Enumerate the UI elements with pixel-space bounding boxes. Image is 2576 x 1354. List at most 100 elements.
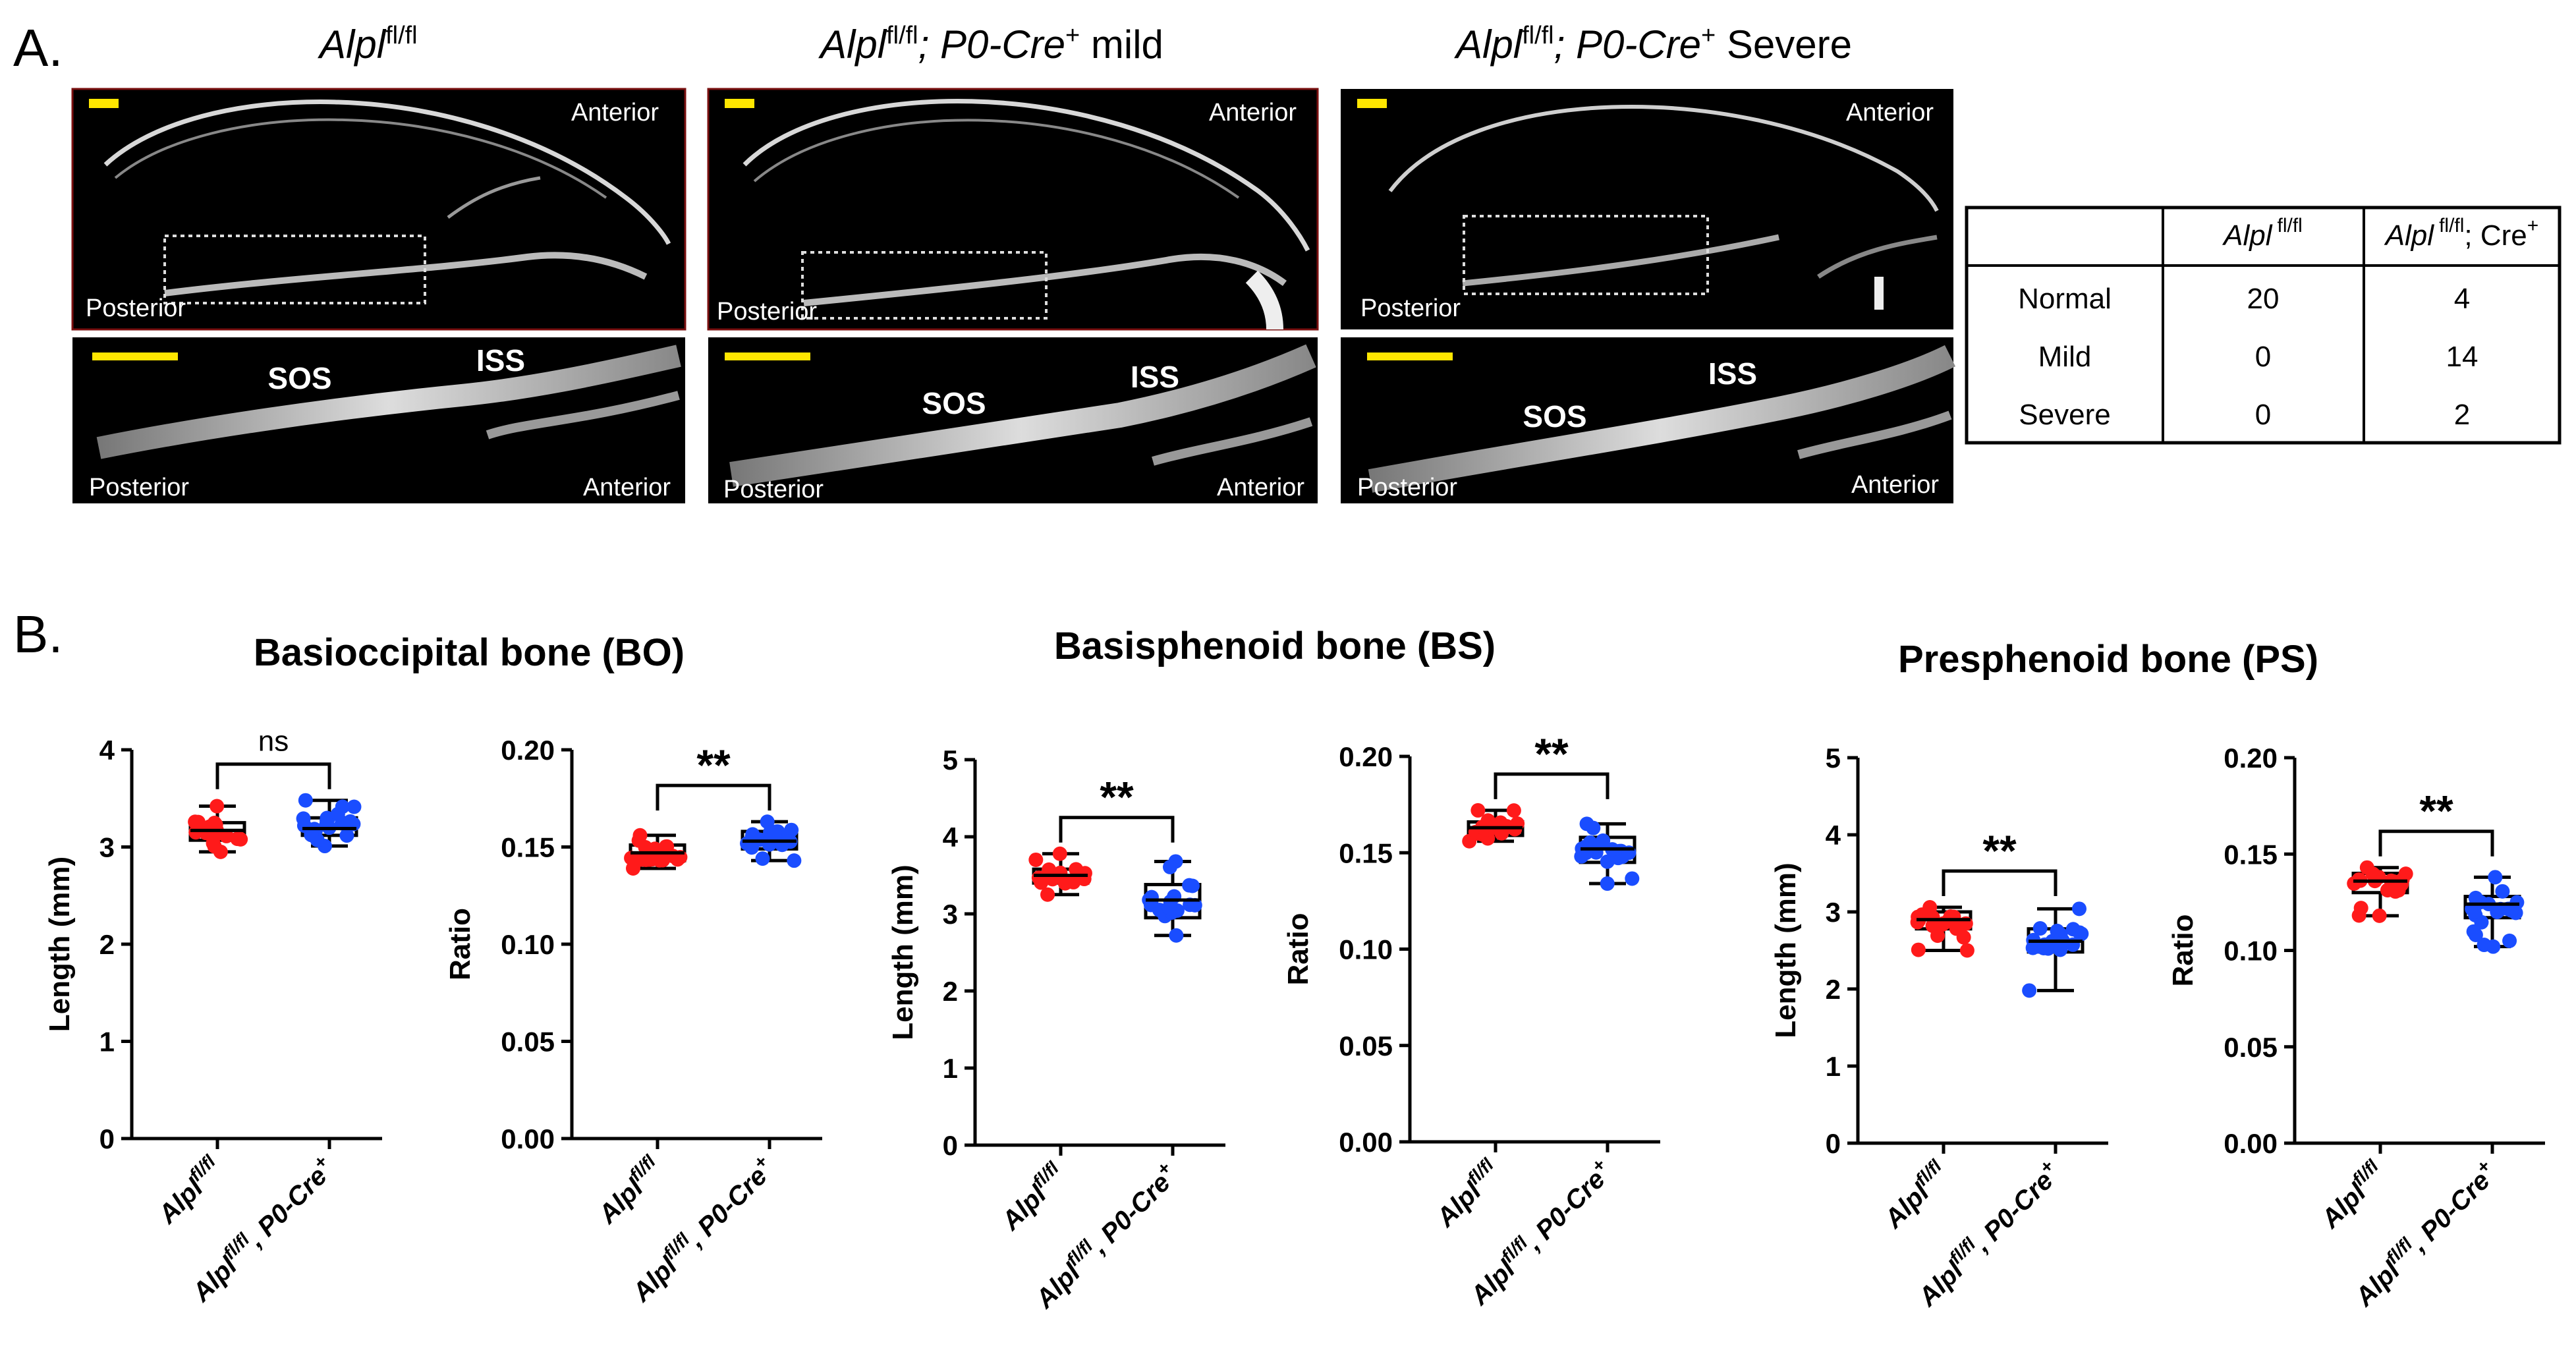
- y-tick-label: 3: [943, 899, 958, 930]
- box-control: [1028, 846, 1092, 902]
- y-tick-label: 0.10: [2224, 936, 2278, 967]
- data-point: [1028, 852, 1044, 867]
- significance-label: **: [1534, 729, 1569, 778]
- data-point: [646, 843, 661, 859]
- data-point: [1077, 866, 1092, 881]
- scan-overview-3: Anterior Posterior: [1341, 89, 1953, 329]
- y-tick-label: 0.00: [1339, 1127, 1393, 1158]
- table-row-label: Normal: [2018, 283, 2112, 315]
- data-point: [2353, 901, 2368, 916]
- category-label: Alplfl/fl: [150, 1150, 229, 1229]
- y-tick-label: 3: [1826, 897, 1841, 928]
- box-mutant: [296, 793, 362, 854]
- table-cell: 0: [2255, 399, 2271, 431]
- data-point: [347, 799, 362, 814]
- significance-bracket: [215, 762, 331, 789]
- data-point: [1506, 803, 1521, 818]
- data-point: [2504, 903, 2519, 918]
- table-cell: 2: [2454, 399, 2470, 431]
- y-tick-label: 0.10: [501, 929, 555, 960]
- group-title-bo: Basioccipital bone (BO): [254, 631, 685, 674]
- svg-text:Posterior: Posterior: [717, 298, 817, 325]
- data-point: [339, 828, 354, 843]
- data-point: [1930, 928, 1946, 944]
- data-point: [670, 852, 685, 867]
- category-label: Alplfl/fl: [2312, 1155, 2392, 1234]
- data-point: [2022, 983, 2037, 998]
- y-tick-label: 1: [1826, 1051, 1841, 1082]
- svg-text:Anterior: Anterior: [1209, 99, 1297, 127]
- scan-zoom-1: SOS ISS Posterior Anterior: [72, 337, 685, 503]
- data-point: [1052, 846, 1067, 861]
- data-point: [330, 806, 345, 822]
- data-point: [2394, 877, 2409, 892]
- significance-label: **: [1100, 773, 1134, 822]
- data-point: [767, 826, 782, 841]
- svg-text:Alplfl/fl; P0-Cre+ mild: Alplfl/fl; P0-Cre+ mild: [818, 22, 1163, 67]
- y-tick-label: 2: [1826, 974, 1841, 1005]
- y-tick-label: 1: [99, 1027, 115, 1058]
- y-tick-label: 0.15: [2224, 839, 2278, 870]
- data-point: [206, 835, 221, 851]
- y-tick-label: 5: [943, 745, 958, 776]
- box-control: [1910, 899, 1974, 958]
- data-point: [304, 828, 319, 843]
- data-point: [188, 825, 204, 840]
- data-point: [2477, 938, 2492, 953]
- table-row-label: Severe: [2019, 399, 2110, 431]
- data-point: [1057, 876, 1073, 891]
- data-point: [1600, 876, 1615, 891]
- data-point: [1911, 942, 1926, 957]
- data-point: [1625, 871, 1640, 886]
- data-point: [787, 853, 802, 868]
- significance-label: **: [2419, 787, 2453, 835]
- y-tick-label: 1: [943, 1053, 958, 1084]
- svg-text:Posterior: Posterior: [89, 474, 189, 501]
- data-point: [1470, 803, 1486, 818]
- svg-text:Anterior: Anterior: [1217, 474, 1304, 501]
- y-tick-label: 0.15: [1339, 837, 1393, 868]
- data-point: [2467, 904, 2482, 919]
- y-axis-label: Ratio: [2167, 915, 2199, 987]
- group-title-ps: Presphenoid bone (PS): [1898, 638, 2318, 681]
- box-mutant: [1142, 854, 1202, 943]
- table-cell: 4: [2454, 283, 2470, 315]
- category-label: Alplfl/fl: [1428, 1154, 1507, 1233]
- column-title-2: Alplfl/fl; P0-Cre+ mild: [818, 22, 1163, 67]
- svg-text:Alplfl/fl: Alplfl/fl: [318, 22, 418, 67]
- data-point: [1586, 839, 1602, 854]
- box-control: [624, 828, 688, 876]
- y-tick-label: 0: [943, 1130, 958, 1161]
- data-point: [1040, 887, 1055, 902]
- svg-text:Posterior: Posterior: [86, 295, 186, 322]
- table-header-mutant: Alpl fl/fl; Cre+: [2384, 215, 2539, 252]
- y-tick-label: 2: [943, 976, 958, 1007]
- scan-zoom-3: SOS ISS Posterior Anterior: [1341, 337, 1956, 503]
- significance-label: **: [696, 741, 731, 789]
- y-tick-label: 0.00: [2224, 1128, 2278, 1159]
- svg-text:Anterior: Anterior: [1846, 99, 1934, 127]
- y-tick-label: 0.20: [2224, 743, 2278, 774]
- svg-text:Posterior: Posterior: [1357, 474, 1457, 501]
- data-point: [2071, 901, 2086, 917]
- count-table: Alpl fl/fl Alpl fl/fl; Cre+ Normal 20 4 Mi…: [1965, 206, 2562, 445]
- data-point: [2468, 890, 2483, 905]
- data-point: [2495, 884, 2510, 899]
- svg-text:SOS: SOS: [922, 386, 986, 420]
- data-point: [744, 840, 760, 855]
- data-point: [745, 827, 760, 842]
- column-title-3: Alplfl/fl; P0-Cre+ Severe: [1454, 22, 1852, 67]
- scan-overview-1: Anterior Posterior: [71, 88, 686, 331]
- svg-text:SOS: SOS: [1523, 399, 1586, 434]
- svg-text:ISS: ISS: [1131, 360, 1179, 394]
- y-tick-label: 0.05: [501, 1027, 555, 1058]
- data-point: [2502, 933, 2517, 948]
- significance-label: **: [1982, 826, 2017, 875]
- svg-text:Anterior: Anterior: [583, 474, 671, 501]
- box-plot-2: 0.000.050.100.150.20RatioAlplfl/flAlplfl…: [444, 735, 822, 1308]
- y-axis-label: Length (mm): [887, 864, 919, 1040]
- y-tick-label: 0.05: [1339, 1030, 1393, 1061]
- y-tick-label: 4: [943, 822, 959, 853]
